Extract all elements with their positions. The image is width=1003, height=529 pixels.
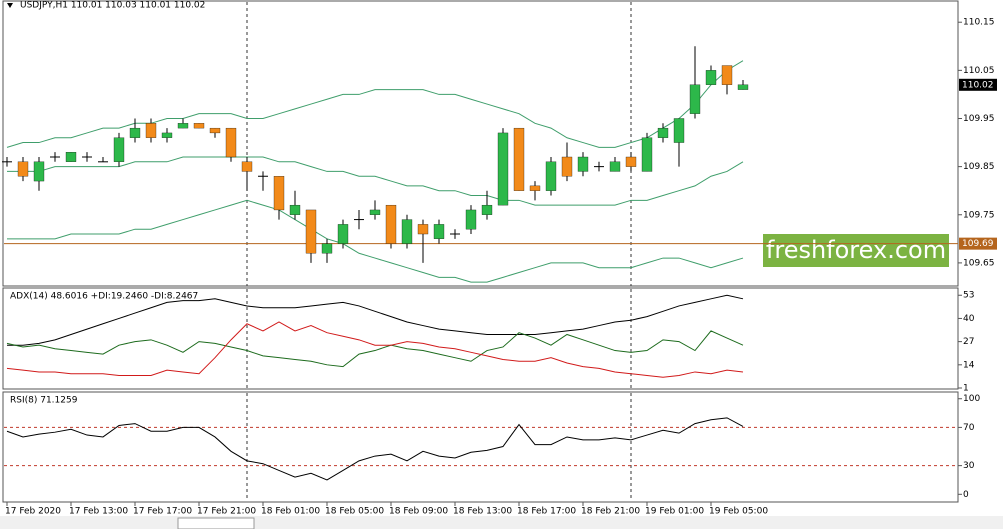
rsi-title: RSI(8) 71.1259: [10, 396, 78, 406]
y-tick-label: 27: [963, 337, 974, 347]
indicator-line: [6, 321, 744, 378]
candle-body: [737, 84, 749, 90]
candle-body: [689, 84, 701, 114]
adx-panel: [2, 287, 959, 390]
candle-body: [481, 204, 493, 215]
x-tick-label: 18 Feb 13:00: [453, 507, 512, 517]
rsi-panel: [2, 391, 959, 503]
candle-body: [417, 224, 429, 235]
y-tick-label: 109.95: [963, 114, 995, 124]
candle-body: [561, 156, 573, 177]
candle-body: [401, 219, 413, 244]
x-tick-label: 18 Feb 09:00: [389, 507, 448, 517]
y-tick-label: 100: [963, 394, 980, 404]
indicator-line: [7, 294, 744, 346]
y-tick-label: 110.15: [963, 18, 995, 28]
tab[interactable]: [177, 517, 255, 529]
y-tick-label: 109.65: [963, 258, 995, 268]
bollinger-band: [6, 60, 744, 148]
candle-body: [657, 127, 669, 138]
last-price-label: 110.02: [962, 80, 994, 90]
candle-body: [513, 127, 525, 191]
candle-body: [673, 118, 685, 143]
candle-body: [577, 156, 589, 172]
y-tick-label: 0: [963, 490, 969, 500]
candle-body: [305, 209, 317, 254]
candle-body: [529, 185, 541, 191]
adx-title: ADX(14) 48.6016 +DI:19.2460 -DI:8.2467: [10, 292, 198, 302]
x-tick-label: 18 Feb 05:00: [325, 507, 384, 517]
candle-body: [33, 161, 45, 182]
candle-body: [17, 161, 29, 177]
watermark-box: [763, 234, 949, 267]
menu-icon[interactable]: [7, 3, 13, 8]
candle-body: [625, 156, 637, 167]
x-tick-label: 18 Feb 01:00: [261, 507, 320, 517]
candle-body: [241, 161, 253, 172]
indicator-line: [6, 330, 744, 368]
candle-body: [273, 176, 285, 211]
candle-body: [177, 123, 189, 129]
watermark: freshforex.com: [766, 236, 946, 264]
y-tick-label: 14: [963, 360, 975, 370]
candle-body: [385, 204, 397, 244]
x-tick-label: 19 Feb 05:00: [709, 507, 768, 517]
candle-body: [609, 161, 621, 172]
x-tick-label: 18 Feb 17:00: [517, 507, 576, 517]
candle-body: [225, 127, 237, 158]
candle-body: [705, 70, 717, 85]
y-tick-label: 1: [963, 384, 969, 394]
main-panel: [2, 0, 959, 287]
candle-body: [161, 132, 173, 138]
candle-body: [209, 127, 221, 134]
level-price-box: [959, 237, 997, 250]
x-tick-label: 18 Feb 21:00: [581, 507, 640, 517]
y-tick-label: 109.85: [963, 162, 995, 172]
candle-body: [113, 137, 125, 162]
x-tick-label: 17 Feb 13:00: [69, 507, 128, 517]
level-price-label: 109.69: [962, 239, 994, 249]
y-tick-label: 40: [963, 314, 975, 324]
y-tick-label: 70: [963, 423, 975, 433]
candle-body: [321, 243, 333, 254]
bollinger-band: [7, 156, 744, 206]
y-tick-label: 30: [963, 461, 975, 471]
candle-body: [145, 123, 157, 138]
last-price-box: [959, 78, 997, 91]
candle-body: [721, 65, 733, 85]
candle-body: [433, 224, 445, 239]
x-tick-label: 17 Feb 17:00: [133, 507, 192, 517]
candle-body: [129, 127, 141, 138]
candle-body: [193, 123, 205, 129]
y-tick-label: 53: [963, 291, 974, 301]
bollinger-band: [7, 199, 744, 283]
candle-body: [369, 209, 381, 215]
tab-bar: [0, 516, 1003, 529]
y-tick-label: 110.05: [963, 66, 995, 76]
chart-title: USDJPY,H1 110.01 110.03 110.01 110.02: [20, 1, 205, 11]
x-tick-label: 17 Feb 21:00: [197, 507, 256, 517]
candle-body: [289, 204, 301, 215]
candle-body: [465, 209, 477, 230]
y-tick-label: 109.75: [963, 210, 995, 220]
x-tick-label: 19 Feb 01:00: [645, 507, 704, 517]
candle-body: [337, 224, 349, 244]
candle-body: [65, 152, 77, 162]
x-tick-label: 17 Feb 2020: [5, 507, 61, 517]
indicator-line: [6, 417, 744, 481]
candle-body: [641, 137, 653, 172]
candle-body: [545, 161, 557, 191]
candle-body: [497, 132, 509, 206]
